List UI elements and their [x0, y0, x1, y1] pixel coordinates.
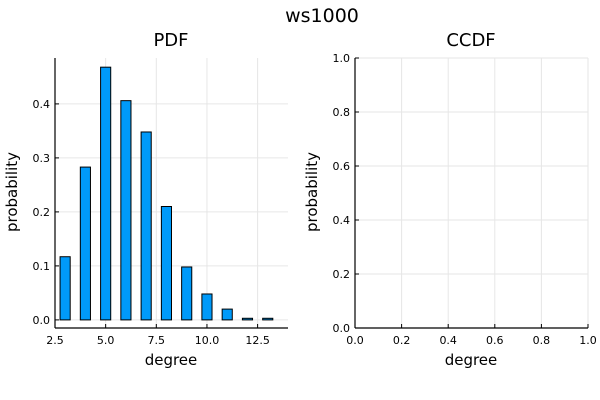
ccdf-ytick-label-1: 0.2: [333, 268, 351, 281]
ccdf-xtick-label-5: 1.0: [579, 334, 597, 347]
ccdf-ytick-label-5: 1.0: [333, 52, 351, 65]
ccdf-ytick-label-0: 0.0: [333, 322, 351, 335]
pdf-bar-3: [59, 256, 71, 321]
pdf-ytick-label-1: 0.1: [33, 260, 51, 273]
ccdf-axes: [354, 58, 588, 329]
pdf-bar-13: [262, 317, 274, 321]
pdf-bar-5: [100, 66, 112, 321]
pdf-xtick-label-2: 7.5: [148, 334, 166, 347]
pdf-bar-4: [79, 166, 91, 321]
ccdf-panel: 0.0 0.2 0.4 0.6 0.8 1.0 0.0 0.2 0.4 0.6 0.8 1.0 CCD…: [303, 30, 597, 369]
ccdf-ytick-label-2: 0.4: [333, 214, 351, 227]
ccdf-ticks: 0.0 0.2 0.4 0.6 0.8 1.0 0.0 0.2 0.4 0.6 0.8 1.0: [333, 52, 597, 347]
pdf-ticks: 2.5 5.0 7.5 10.0 12.5 0.0 0.1 0.2 0.3 0.4: [33, 98, 270, 347]
ccdf-ylabel: probability: [303, 152, 321, 232]
pdf-ytick-label-4: 0.4: [33, 98, 51, 111]
ccdf-gridlines: [354, 57, 589, 329]
ccdf-title: CCDF: [446, 30, 495, 51]
pdf-axes: [54, 58, 288, 329]
ccdf-xtick-label-4: 0.8: [533, 334, 551, 347]
ccdf-ytick-label-4: 0.8: [333, 106, 351, 119]
ccdf-xtick-label-0: 0.0: [346, 334, 364, 347]
pdf-xtick-label-0: 2.5: [46, 334, 64, 347]
ccdf-xtick-label-2: 0.4: [439, 334, 457, 347]
ccdf-xtick-label-3: 0.6: [486, 334, 504, 347]
pdf-bar-12: [241, 317, 254, 321]
pdf-ylabel: probability: [3, 152, 21, 232]
pdf-xtick-label-4: 12.5: [245, 334, 270, 347]
pdf-bars: [59, 66, 274, 321]
ccdf-xtick-label-1: 0.2: [393, 334, 411, 347]
pdf-xtick-label-3: 10.0: [195, 334, 220, 347]
pdf-bar-11: [221, 308, 233, 321]
pdf-title: PDF: [153, 30, 188, 51]
ccdf-xlabel: degree: [445, 351, 498, 369]
pdf-xlabel: degree: [145, 351, 198, 369]
pdf-panel: 2.5 5.0 7.5 10.0 12.5 0.0 0.1 0.2 0.3 0.4 PDF deg…: [3, 30, 288, 369]
pdf-bar-8: [160, 206, 173, 321]
pdf-ytick-label-3: 0.3: [33, 152, 51, 165]
ccdf-ytick-label-3: 0.6: [333, 160, 351, 173]
pdf-xtick-label-1: 5.0: [97, 334, 115, 347]
pdf-ytick-label-2: 0.2: [33, 206, 51, 219]
pdf-ytick-label-0: 0.0: [33, 314, 51, 327]
figure-title: ws1000: [285, 5, 359, 27]
pdf-bar-6: [120, 100, 132, 321]
pdf-bar-7: [140, 131, 152, 321]
pdf-bar-10: [201, 293, 213, 321]
pdf-bar-9: [181, 266, 193, 321]
